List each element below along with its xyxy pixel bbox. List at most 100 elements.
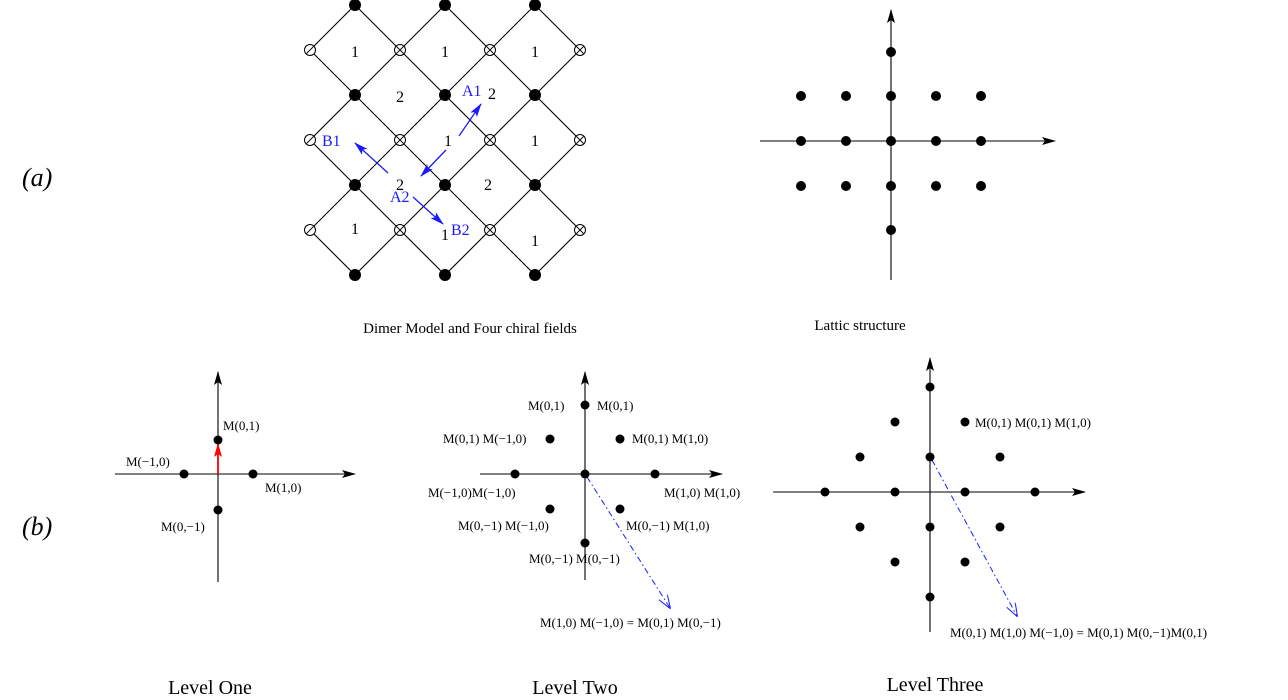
lattice-edge xyxy=(354,49,401,96)
lattice-edge xyxy=(354,94,401,141)
lattice-axes xyxy=(760,9,1056,280)
lattice-edge xyxy=(399,49,446,96)
face-label: 2 xyxy=(396,177,404,194)
black-node xyxy=(349,0,361,11)
lattice-edge xyxy=(534,184,581,231)
point xyxy=(545,504,555,514)
face-label: 1 xyxy=(531,233,539,250)
lattice-point xyxy=(841,136,851,146)
lattice-edge xyxy=(534,4,581,51)
point-m10 xyxy=(248,469,258,479)
point xyxy=(580,538,590,548)
point xyxy=(960,557,970,567)
point xyxy=(890,417,900,427)
point xyxy=(995,452,1005,462)
lattice-edge xyxy=(399,229,446,276)
point xyxy=(925,382,935,392)
label-ur: M(0,1) M(0,1) M(1,0) xyxy=(975,415,1091,430)
chiral-field-arrows xyxy=(354,103,482,225)
lattice-edge xyxy=(489,229,536,276)
white-node-mark xyxy=(576,226,584,234)
lattice-point xyxy=(796,181,806,191)
label-right: M(1,0) M(1,0) xyxy=(664,485,740,500)
label-right: M(1,0) xyxy=(265,480,301,495)
lattice-point xyxy=(931,136,941,146)
face-label: 1 xyxy=(441,227,449,244)
label-ul: M(0,1) M(−1,0) xyxy=(443,431,527,446)
lattice-point xyxy=(976,91,986,101)
point xyxy=(820,487,830,497)
label-top-right: M(0,1) xyxy=(597,398,633,413)
lattice-edge xyxy=(489,139,536,186)
level-two-title: Level Two xyxy=(532,677,617,699)
lattice-point xyxy=(841,181,851,191)
arrow-b2 xyxy=(412,196,444,225)
lattice-edge xyxy=(444,229,491,276)
level-two-dashed-arrow xyxy=(586,476,670,608)
lattice-edge xyxy=(399,139,446,186)
field-label-b1: B1 xyxy=(322,133,341,150)
lattice-edge xyxy=(309,4,356,51)
point xyxy=(580,469,590,479)
black-node xyxy=(529,0,541,11)
white-node-mark xyxy=(576,136,584,144)
lattice-edge xyxy=(534,49,581,96)
lattice-edge xyxy=(444,4,491,51)
level-two-points xyxy=(510,400,660,548)
point xyxy=(925,592,935,602)
lattice-edge xyxy=(489,49,536,96)
label-lr: M(0,−1) M(1,0) xyxy=(626,518,710,533)
lattice-point xyxy=(886,91,896,101)
face-label: 1 xyxy=(531,44,539,61)
level-three-points xyxy=(820,382,1040,602)
face-label: 1 xyxy=(531,133,539,150)
lattice-edge xyxy=(354,4,401,51)
black-node xyxy=(349,89,361,101)
white-node-mark xyxy=(576,46,584,54)
lattice-point xyxy=(796,136,806,146)
label-left: M(−1,0) xyxy=(126,454,170,469)
lattice-edge xyxy=(489,94,536,141)
lattice-edge xyxy=(399,4,446,51)
lattice-edge xyxy=(399,94,446,141)
label-ll: M(0,−1) M(−1,0) xyxy=(458,518,549,533)
dimer-lattice-edges xyxy=(309,4,581,276)
arrow-a1 xyxy=(458,103,482,137)
point xyxy=(890,557,900,567)
field-label-a2: A2 xyxy=(390,189,410,206)
point xyxy=(615,434,625,444)
black-node xyxy=(439,0,451,11)
lattice-point xyxy=(976,136,986,146)
lattice-edge xyxy=(354,229,401,276)
lattice-point xyxy=(931,91,941,101)
lattice-edge xyxy=(309,229,356,276)
point xyxy=(925,452,935,462)
face-label: 2 xyxy=(488,86,496,103)
point xyxy=(960,487,970,497)
black-node xyxy=(349,179,361,191)
lattice-point xyxy=(796,91,806,101)
lattice-edge xyxy=(444,94,491,141)
lattice-point xyxy=(886,181,896,191)
label-bottom: M(0,−1) M(0,−1) xyxy=(529,551,620,566)
face-label: 2 xyxy=(484,177,492,194)
level-one-points xyxy=(179,435,258,515)
point-m0-1 xyxy=(213,505,223,515)
level-one-title: Level One xyxy=(168,677,252,699)
face-label: 1 xyxy=(441,44,449,61)
lattice-edge xyxy=(534,229,581,276)
lattice-edge xyxy=(444,139,491,186)
field-label-a1: A1 xyxy=(462,83,482,100)
lattice-edge xyxy=(534,94,581,141)
point xyxy=(925,522,935,532)
point xyxy=(615,504,625,514)
lattice-edge xyxy=(444,49,491,96)
point xyxy=(960,417,970,427)
label-down: M(0,−1) xyxy=(161,519,205,534)
point xyxy=(890,487,900,497)
white-node-mark xyxy=(396,46,404,54)
level-three-title: Level Three xyxy=(887,674,984,696)
point xyxy=(855,452,865,462)
point xyxy=(855,522,865,532)
